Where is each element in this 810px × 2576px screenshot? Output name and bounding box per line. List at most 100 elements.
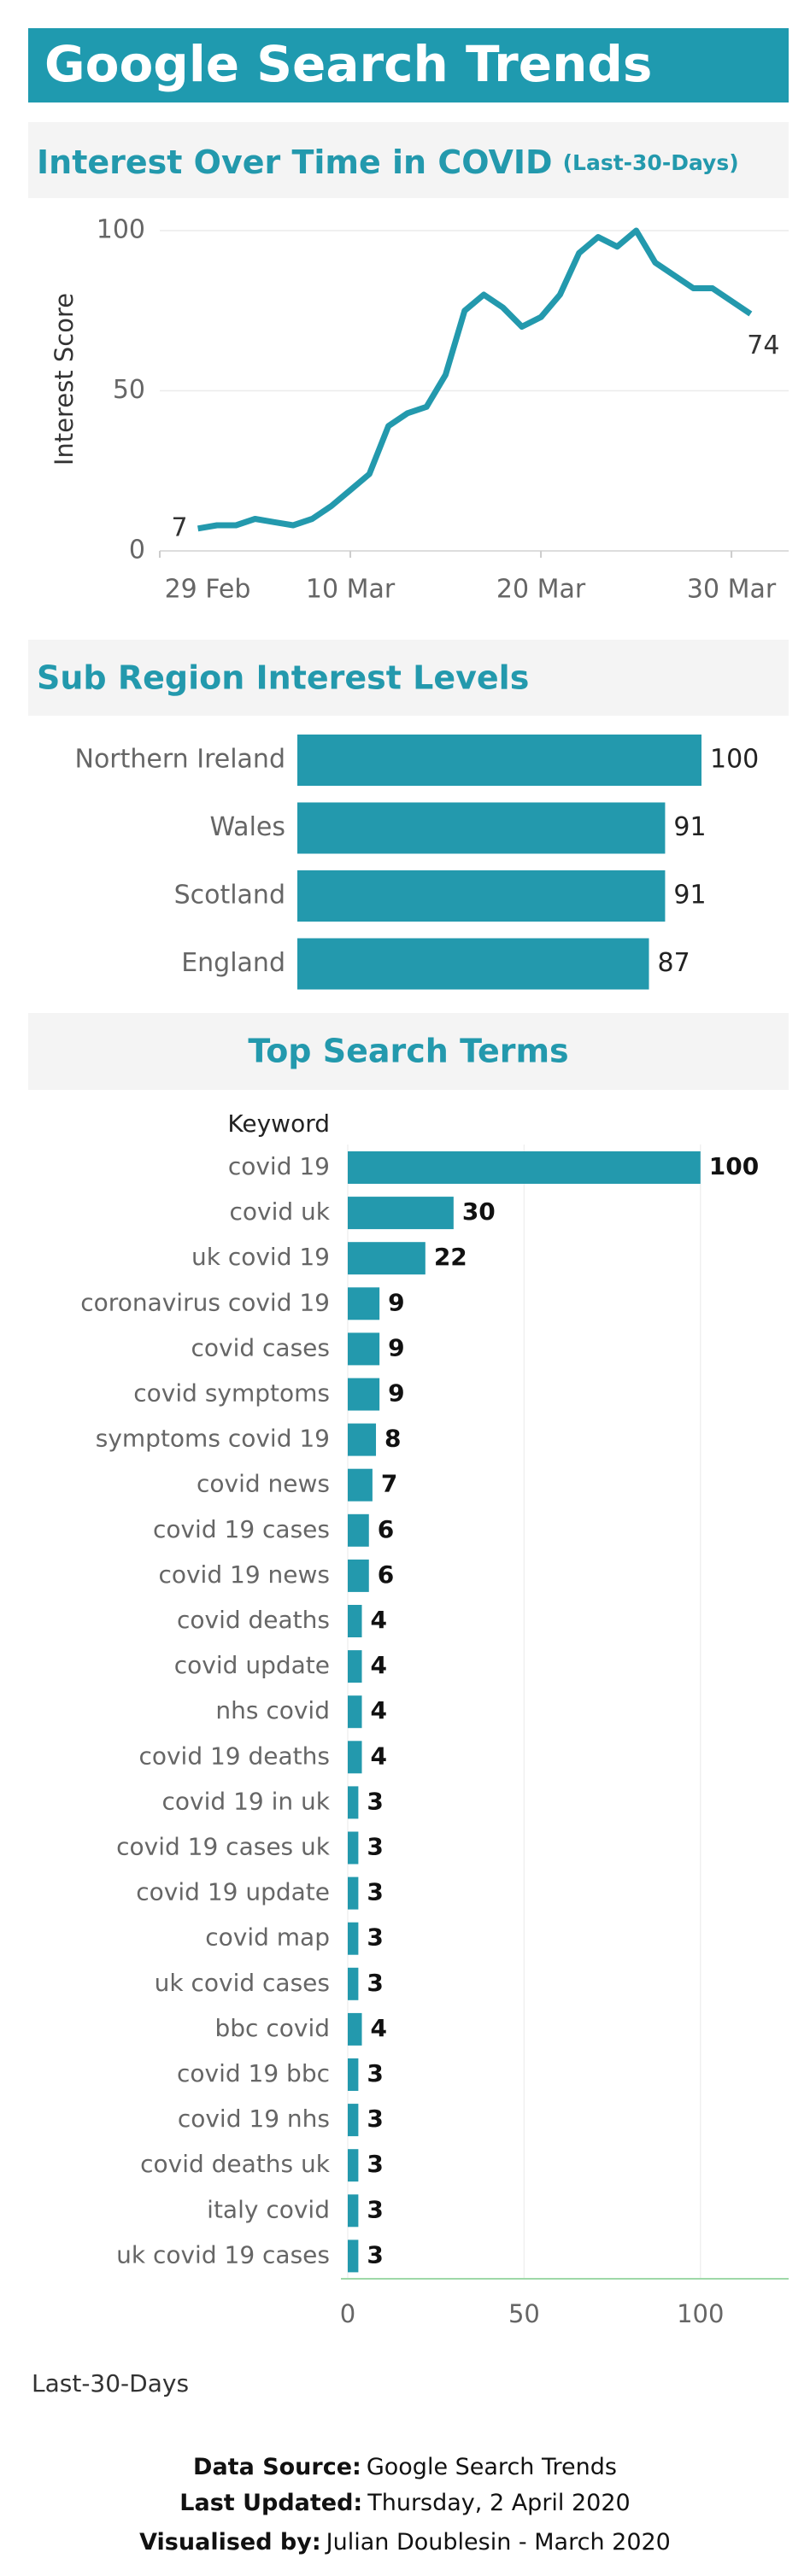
section-header	[28, 640, 789, 716]
category-label: covid 19 news	[158, 1560, 330, 1589]
category-label: covid 19 in uk	[162, 1787, 331, 1815]
value-label: 100	[709, 1152, 759, 1180]
bar	[348, 2012, 362, 2046]
value-label: 4	[371, 1696, 387, 1724]
value-label: 30	[462, 1197, 496, 1226]
value-label: 6	[378, 1515, 394, 1543]
category-label: covid 19 cases	[153, 1515, 330, 1543]
category-label: Wales	[209, 812, 285, 842]
title: Interest Over Time in COVID	[37, 143, 553, 181]
category-label: bbc covid	[215, 2014, 331, 2042]
category-label: covid 19 deaths	[138, 1742, 330, 1770]
category-label: covid symptoms	[133, 1379, 330, 1408]
bar-chart-title: Sub Region Interest Levels	[37, 659, 529, 697]
category-label: symptoms covid 19	[96, 1425, 330, 1453]
line	[197, 227, 753, 532]
category-label: covid uk	[229, 1197, 330, 1226]
value-label: 3	[367, 1878, 383, 1906]
value-label: 3	[367, 2150, 383, 2178]
bar	[348, 1650, 362, 1683]
bar	[348, 1423, 377, 1456]
bar	[348, 1468, 373, 1502]
value-label: 3	[367, 2059, 383, 2087]
label: Visualised by:	[139, 2529, 321, 2556]
value-label: 87	[658, 948, 690, 978]
bar	[348, 1378, 380, 1411]
category-label: covid update	[174, 1651, 330, 1679]
value-label: 3	[367, 1969, 383, 1997]
x-tick-label: 50	[508, 2299, 540, 2328]
bar	[297, 938, 649, 990]
category-label: Northern Ireland	[75, 745, 285, 775]
bar	[297, 802, 666, 854]
value-label: 9	[388, 1333, 404, 1361]
value-label: 4	[371, 1651, 387, 1679]
bar	[348, 1332, 380, 1366]
bar	[348, 1786, 359, 1819]
bar	[348, 1151, 701, 1184]
note: Last-30-Days	[32, 2369, 189, 2397]
data-label: 7	[172, 512, 188, 542]
subtitle: (Last-30-Days)	[563, 150, 739, 175]
bar	[348, 2058, 359, 2091]
value-label: 9	[388, 1288, 404, 1316]
bar	[348, 1831, 359, 1865]
category-label: uk covid 19 cases	[116, 2240, 330, 2269]
bar	[348, 1876, 359, 1910]
category-label: covid cases	[191, 1333, 330, 1361]
bar	[348, 2194, 359, 2228]
category-label: covid deaths uk	[140, 2150, 331, 2178]
x-tick-label: 20 Mar	[496, 575, 586, 605]
x-tick-label: 100	[677, 2299, 724, 2328]
bar	[348, 1741, 362, 1774]
title-banner	[28, 28, 789, 102]
category-label: uk covid 19	[191, 1243, 330, 1271]
footer-line: Data Source: Google Search Trends	[193, 2454, 617, 2480]
y-axis-label: Interest Score	[50, 293, 79, 465]
x-tick-label: 30 Mar	[687, 575, 777, 605]
value: Julian Doublesin - March 2020	[325, 2529, 671, 2556]
footer-line: Visualised by: Julian Doublesin - March 2…	[139, 2529, 671, 2556]
value-label: 3	[367, 1923, 383, 1952]
x-tick-label: 29 Feb	[165, 575, 251, 605]
value-label: 22	[434, 1243, 467, 1271]
value-label: 91	[673, 812, 706, 842]
bar	[348, 1242, 426, 1275]
category-label: italy covid	[207, 2195, 330, 2223]
bar	[297, 870, 666, 922]
y-tick-label: 100	[97, 215, 145, 245]
bar-chart-title: Top Search Terms	[248, 1033, 568, 1070]
data-label: 74	[747, 331, 779, 360]
bar	[348, 1559, 369, 1592]
value-label: 3	[367, 2240, 383, 2269]
value-label: 4	[371, 1742, 387, 1770]
category-label: nhs covid	[215, 1696, 330, 1724]
line-chart-title: Interest Over Time in COVID (Last-30-Days…	[37, 143, 739, 181]
x-tick-label: 10 Mar	[306, 575, 396, 605]
value-label: 4	[371, 2014, 387, 2042]
value-label: 9	[388, 1379, 404, 1408]
value-label: 7	[381, 1470, 397, 1498]
value-label: 8	[384, 1425, 401, 1453]
dashboard-title: Google Search Trends	[44, 35, 652, 93]
bar	[348, 1605, 362, 1637]
footer-line: Last Updated: Thursday, 2 April 2020	[179, 2490, 630, 2516]
value: Google Search Trends	[367, 2454, 617, 2480]
value-label: 91	[673, 881, 706, 910]
label: Last Updated:	[179, 2490, 362, 2516]
category-label: covid deaths	[177, 1606, 330, 1634]
value-label: 3	[367, 2195, 383, 2223]
y-tick-label: 50	[113, 375, 145, 405]
bar	[297, 735, 701, 786]
column-header: Keyword	[227, 1109, 330, 1138]
bar	[348, 1197, 454, 1230]
category-label: covid 19 cases uk	[116, 1833, 331, 1861]
section-header	[28, 1013, 789, 1090]
value-label: 3	[367, 2105, 383, 2133]
value-label: 3	[367, 1833, 383, 1861]
bar	[348, 1513, 369, 1547]
category-label: covid 19 nhs	[178, 2105, 330, 2133]
bar	[348, 1287, 380, 1320]
category-label: covid news	[197, 1470, 330, 1498]
